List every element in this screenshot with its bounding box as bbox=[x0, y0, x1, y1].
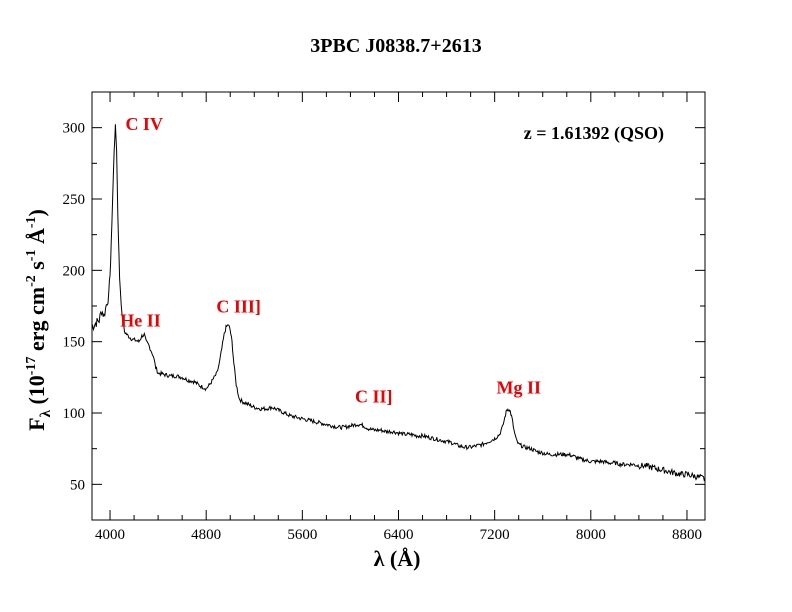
y-tick-label: 150 bbox=[63, 335, 86, 351]
x-tick-label: 6400 bbox=[384, 527, 414, 543]
x-tick-label: 8800 bbox=[672, 527, 702, 543]
emission-line-label: C III] bbox=[216, 297, 261, 317]
x-axis-ticks: 4000 4800 5600 6400 7200 8000 8800 bbox=[95, 92, 702, 543]
y-tick-label: 300 bbox=[63, 121, 86, 137]
emission-line-label: C II] bbox=[355, 386, 393, 406]
redshift-annotation: z = 1.61392 (QSO) bbox=[524, 123, 664, 144]
x-tick-label: 7200 bbox=[480, 527, 510, 543]
x-tick-label: 4000 bbox=[95, 527, 125, 543]
x-tick-label: 5600 bbox=[287, 527, 317, 543]
y-tick-label: 100 bbox=[63, 406, 86, 422]
y-tick-label: 50 bbox=[70, 477, 85, 493]
x-tick-label: 4800 bbox=[191, 527, 221, 543]
plot-frame bbox=[91, 91, 706, 521]
x-tick-label: 8000 bbox=[576, 527, 606, 543]
emission-line-label: C IV bbox=[125, 114, 163, 134]
y-tick-label: 200 bbox=[63, 263, 86, 279]
spectrum-line bbox=[91, 124, 706, 482]
y-tick-label: 250 bbox=[63, 192, 86, 208]
x-axis-title: λ (Å) bbox=[374, 546, 421, 571]
emission-line-label: Mg II bbox=[496, 378, 540, 398]
chart-title: 3PBC J0838.7+2613 bbox=[310, 35, 481, 57]
emission-line-labels: C IV He II C III] C II] Mg II bbox=[120, 114, 541, 406]
y-axis-ticks: 50 100 150 200 250 300 bbox=[63, 91, 705, 521]
emission-line-label: He II bbox=[120, 311, 161, 331]
y-axis-title: Fλ (10-17 erg cm-2 s-1 Å-1) bbox=[24, 209, 54, 431]
